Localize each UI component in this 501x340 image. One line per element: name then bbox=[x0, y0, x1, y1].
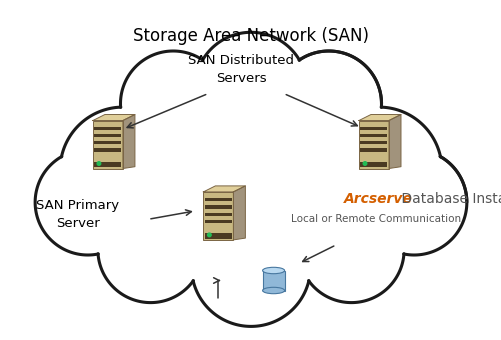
Bar bbox=[262, 271, 284, 290]
Bar bbox=[360, 148, 387, 152]
Circle shape bbox=[35, 150, 140, 255]
Circle shape bbox=[361, 150, 466, 255]
Circle shape bbox=[150, 63, 351, 264]
Circle shape bbox=[207, 233, 211, 237]
Bar bbox=[360, 141, 387, 144]
Circle shape bbox=[98, 197, 203, 303]
Polygon shape bbox=[233, 186, 245, 240]
Bar bbox=[94, 148, 121, 152]
Bar bbox=[94, 141, 121, 144]
Circle shape bbox=[276, 51, 381, 156]
Circle shape bbox=[316, 107, 441, 233]
Bar bbox=[204, 212, 231, 216]
Polygon shape bbox=[388, 115, 400, 169]
Bar bbox=[360, 127, 387, 130]
Bar bbox=[94, 162, 121, 167]
Bar bbox=[204, 220, 231, 223]
Text: Arcserve: Arcserve bbox=[343, 192, 412, 206]
Polygon shape bbox=[358, 115, 400, 120]
Bar bbox=[204, 233, 231, 239]
Bar bbox=[93, 120, 123, 169]
Ellipse shape bbox=[262, 267, 284, 274]
Circle shape bbox=[194, 32, 307, 144]
Bar bbox=[360, 134, 387, 137]
Circle shape bbox=[60, 107, 185, 233]
Bar bbox=[204, 205, 231, 208]
Text: Storage Area Network (SAN): Storage Area Network (SAN) bbox=[133, 27, 368, 45]
Bar bbox=[203, 192, 233, 240]
Text: Database Instance: Database Instance bbox=[396, 192, 501, 206]
Polygon shape bbox=[123, 115, 135, 169]
Bar bbox=[94, 134, 121, 137]
Circle shape bbox=[191, 207, 310, 326]
Ellipse shape bbox=[262, 287, 284, 294]
Text: Local or Remote Communication: Local or Remote Communication bbox=[291, 214, 460, 224]
Bar bbox=[94, 127, 121, 130]
Bar bbox=[204, 198, 231, 201]
Text: SAN Distributed
Servers: SAN Distributed Servers bbox=[187, 54, 294, 85]
Circle shape bbox=[362, 162, 366, 165]
Bar bbox=[360, 162, 387, 167]
Bar bbox=[358, 120, 388, 169]
Text: SAN Primary
Server: SAN Primary Server bbox=[36, 199, 119, 230]
Circle shape bbox=[97, 162, 101, 165]
Circle shape bbox=[298, 197, 403, 303]
Polygon shape bbox=[203, 186, 245, 192]
Circle shape bbox=[120, 51, 225, 156]
Polygon shape bbox=[93, 115, 135, 120]
